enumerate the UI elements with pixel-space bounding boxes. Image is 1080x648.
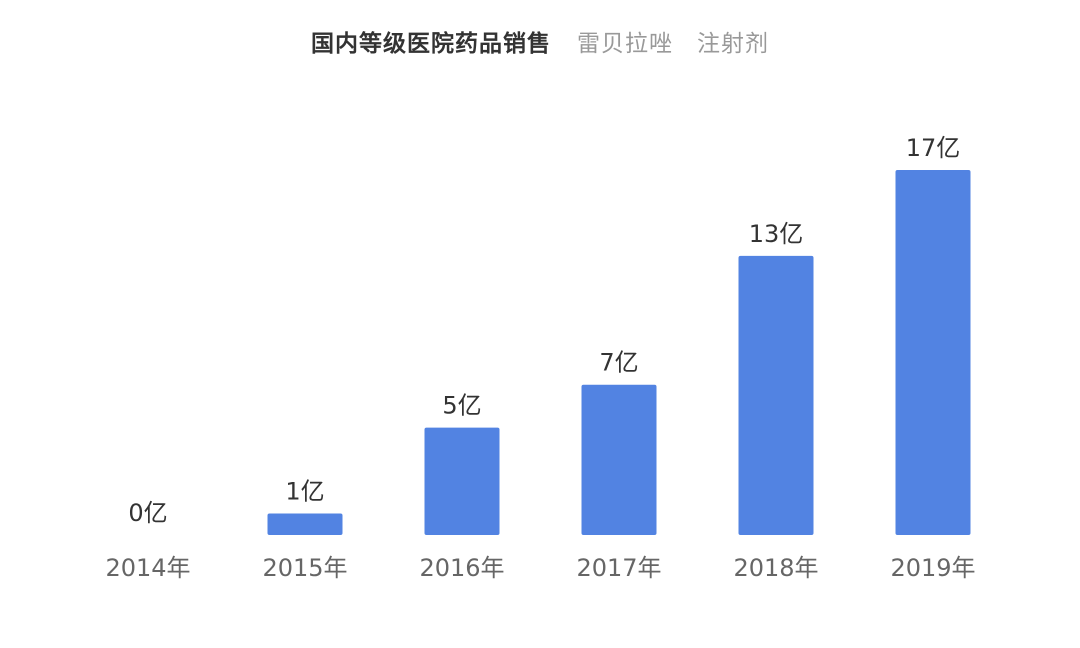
bar-2015年 [267,513,343,535]
data-label: 5亿 [442,392,481,420]
data-label: 17亿 [906,134,961,162]
x-tick-label: 2016年 [419,554,504,582]
data-label: 7亿 [599,349,638,377]
data-label: 13亿 [749,220,804,248]
chart-title-main: 国内等级医院药品销售 [311,31,551,57]
bar-2017年 [581,384,657,535]
chart-subtitle: 雷贝拉唑 注射剂 [577,31,769,57]
x-tick-label: 2017年 [576,554,661,582]
bar-2019年 [895,170,971,535]
data-label: 0亿 [128,499,167,527]
chart-title: 国内等级医院药品销售 雷贝拉唑 注射剂 [0,24,1080,58]
x-tick-label: 2019年 [890,554,975,582]
data-label: 1亿 [285,478,324,506]
bar-2016年 [424,427,500,535]
x-tick-label: 2014年 [105,554,190,582]
x-tick-label: 2015年 [262,554,347,582]
bar-2018年 [738,255,814,535]
x-tick-label: 2018年 [733,554,818,582]
